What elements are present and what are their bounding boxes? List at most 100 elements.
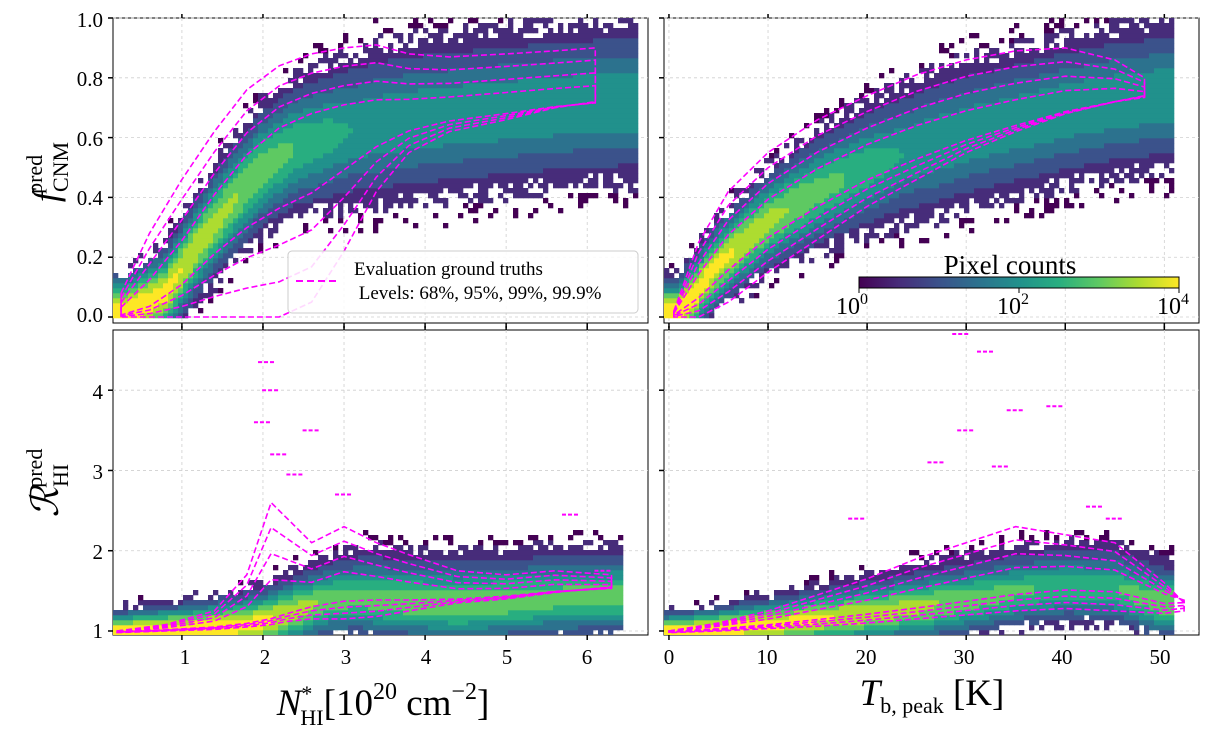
- density-cell: [358, 73, 364, 79]
- density-cell: [774, 168, 780, 174]
- density-cell: [263, 213, 269, 219]
- density-cell: [819, 188, 825, 194]
- density-cell: [293, 93, 299, 99]
- density-cell: [533, 28, 539, 34]
- density-cell: [393, 63, 399, 69]
- density-cell: [498, 18, 504, 24]
- density-cell: [368, 68, 374, 74]
- density-cell: [318, 78, 324, 84]
- density-cell: [338, 93, 344, 99]
- density-cell: [944, 48, 950, 54]
- density-cell: [578, 158, 584, 164]
- density-cell: [423, 153, 429, 159]
- density-cell: [588, 128, 594, 134]
- density-cell: [343, 88, 349, 94]
- density-cell: [1044, 188, 1050, 194]
- density-cell: [769, 238, 775, 244]
- density-cell: [463, 98, 469, 104]
- density-cell: [749, 243, 755, 249]
- density-cell: [934, 173, 940, 179]
- density-cell: [669, 308, 675, 314]
- density-cell: [533, 128, 539, 134]
- density-cell: [308, 163, 314, 169]
- density-cell: [959, 163, 965, 169]
- density-cell: [954, 103, 960, 109]
- density-cell: [513, 83, 519, 89]
- density-cell: [1029, 128, 1035, 134]
- density-cell: [153, 283, 159, 289]
- density-cell: [929, 148, 935, 154]
- density-cell: [804, 213, 810, 219]
- density-cell: [929, 178, 935, 184]
- density-cell: [538, 183, 544, 189]
- density-cell: [824, 193, 830, 199]
- density-cell: [123, 298, 129, 304]
- density-cell: [158, 248, 164, 254]
- density-cell: [253, 138, 259, 144]
- density-cell: [964, 53, 970, 59]
- density-cell: [849, 138, 855, 144]
- density-cell: [944, 118, 950, 124]
- density-cell: [734, 233, 740, 239]
- density-cell: [383, 168, 389, 174]
- density-cell: [173, 253, 179, 259]
- density-cell: [598, 58, 604, 64]
- density-cell: [543, 33, 549, 39]
- density-cell: [458, 63, 464, 69]
- density-cell: [503, 163, 509, 169]
- density-cell: [959, 183, 965, 189]
- density-cell: [1029, 208, 1035, 214]
- density-cell: [538, 113, 544, 119]
- density-cell: [523, 173, 529, 179]
- density-cell: [243, 258, 249, 264]
- density-cell: [303, 83, 309, 89]
- density-cell: [413, 223, 419, 229]
- density-cell: [613, 183, 619, 189]
- density-cell: [864, 163, 870, 169]
- density-cell: [483, 68, 489, 74]
- density-cell: [543, 78, 549, 84]
- density-cell: [388, 158, 394, 164]
- density-cell: [633, 83, 639, 89]
- density-cell: [503, 153, 509, 159]
- density-cell: [453, 98, 459, 104]
- density-cell: [328, 148, 334, 154]
- density-cell: [428, 103, 434, 109]
- density-cell: [323, 208, 329, 214]
- density-cell: [588, 68, 594, 74]
- density-cell: [954, 128, 960, 134]
- density-cell: [563, 108, 569, 114]
- density-cell: [1014, 198, 1020, 204]
- density-cell: [784, 188, 790, 194]
- density-cell: [899, 168, 905, 174]
- density-cell: [774, 183, 780, 189]
- density-cell: [158, 283, 164, 289]
- density-cell: [944, 138, 950, 144]
- density-cell: [779, 243, 785, 249]
- density-cell: [1044, 168, 1050, 174]
- density-cell: [453, 83, 459, 89]
- density-cell: [784, 193, 790, 199]
- density-cell: [168, 263, 174, 269]
- density-cell: [1014, 143, 1020, 149]
- density-cell: [278, 138, 284, 144]
- density-cell: [398, 163, 404, 169]
- density-cell: [734, 228, 740, 234]
- density-cell: [398, 108, 404, 114]
- density-cell: [613, 68, 619, 74]
- density-cell: [308, 108, 314, 114]
- density-cell: [839, 163, 845, 169]
- density-cell: [929, 83, 935, 89]
- density-cell: [809, 173, 815, 179]
- density-cell: [1029, 103, 1035, 109]
- density-cell: [308, 148, 314, 154]
- density-cell: [919, 168, 925, 174]
- density-cell: [313, 138, 319, 144]
- density-cell: [273, 168, 279, 174]
- density-cell: [353, 53, 359, 59]
- density-cell: [183, 313, 189, 319]
- density-cell: [603, 78, 609, 84]
- density-cell: [709, 233, 715, 239]
- density-cell: [563, 143, 569, 149]
- density-cell: [899, 218, 905, 224]
